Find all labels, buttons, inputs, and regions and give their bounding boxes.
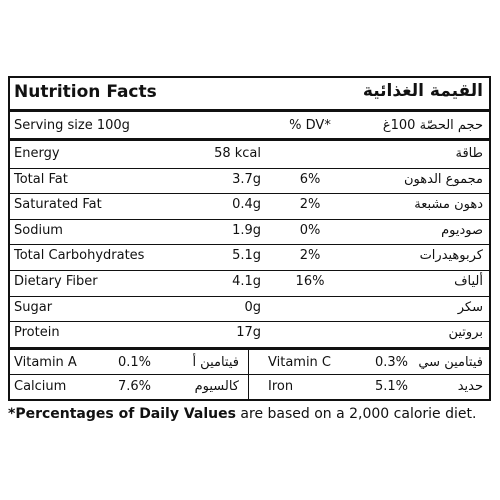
iron-label: Iron bbox=[268, 379, 294, 394]
vitamins-divider bbox=[10, 347, 489, 350]
nutrient-value: 3.7g bbox=[232, 172, 261, 187]
footnote-text: are based on a 2,000 calorie diet. bbox=[235, 406, 477, 422]
iron-value: 5.1% bbox=[375, 379, 409, 394]
nutrient-value: 17g bbox=[236, 325, 261, 340]
vitamin-c-label: Vitamin C bbox=[268, 355, 332, 370]
title-english: Nutrition Facts bbox=[14, 82, 157, 102]
row-divider bbox=[10, 168, 489, 169]
dv-column-header: % DV* bbox=[289, 118, 331, 133]
row-divider bbox=[10, 296, 489, 297]
footnote: *Percentages of Daily Values are based o… bbox=[8, 406, 492, 422]
nutrient-name-arabic: طاقة bbox=[455, 146, 484, 161]
nutrient-name-arabic: سكر bbox=[457, 300, 483, 315]
row-divider bbox=[10, 219, 489, 220]
vitamin-c-arabic: فيتامين سي bbox=[418, 355, 483, 370]
serving-divider bbox=[10, 138, 489, 141]
nutrient-name: Saturated Fat bbox=[14, 197, 102, 212]
nutrient-value: 4.1g bbox=[232, 274, 261, 289]
nutrient-value: 0.4g bbox=[232, 197, 261, 212]
nutrient-dv: 6% bbox=[299, 172, 321, 187]
nutrient-name-arabic: صوديوم bbox=[441, 223, 483, 238]
nutrient-value: 5.1g bbox=[232, 248, 261, 263]
nutrient-dv: 2% bbox=[299, 248, 321, 263]
nutrient-name: Dietary Fiber bbox=[14, 274, 98, 289]
serving-size-arabic: حجم الحصّة 100غ bbox=[382, 118, 483, 133]
nutrient-name-arabic: ألياف bbox=[454, 274, 483, 289]
nutrient-name: Total Carbohydrates bbox=[14, 248, 145, 263]
header-divider bbox=[10, 109, 489, 112]
nutrient-name: Protein bbox=[14, 325, 60, 340]
iron-arabic: حديد bbox=[457, 379, 483, 394]
calcium-arabic: كالسيوم bbox=[194, 379, 239, 394]
vitamin-row-divider bbox=[10, 374, 489, 375]
vitamin-a-label: Vitamin A bbox=[14, 355, 77, 370]
row-divider bbox=[10, 244, 489, 245]
vitamin-a-arabic: فيتامين أ bbox=[192, 355, 239, 370]
title-arabic: القيمة الغذائية bbox=[362, 81, 483, 101]
row-divider bbox=[10, 321, 489, 322]
nutrient-name-arabic: دهون مشبعة bbox=[414, 197, 483, 212]
vitamins-column-divider bbox=[248, 348, 249, 399]
nutrient-dv: 2% bbox=[299, 197, 321, 212]
serving-size-english: Serving size 100g bbox=[14, 118, 130, 133]
vitamin-a-value: 0.1% bbox=[118, 355, 152, 370]
nutrient-name-arabic: كربوهيدرات bbox=[419, 248, 483, 263]
nutrient-dv: 0% bbox=[299, 223, 321, 238]
nutrient-value: 58 kcal bbox=[214, 146, 261, 161]
nutrient-name: Energy bbox=[14, 146, 60, 161]
vitamin-c-value: 0.3% bbox=[375, 355, 409, 370]
nutrient-name: Total Fat bbox=[14, 172, 68, 187]
calcium-label: Calcium bbox=[14, 379, 67, 394]
nutrient-name: Sodium bbox=[14, 223, 63, 238]
nutrient-name-arabic: بروتين bbox=[448, 325, 483, 340]
nutrient-value: 0g bbox=[244, 300, 261, 315]
footnote-bold: *Percentages of Daily Values bbox=[8, 406, 236, 422]
nutrient-name-arabic: مجموع الدهون bbox=[404, 172, 483, 187]
row-divider bbox=[10, 270, 489, 271]
calcium-value: 7.6% bbox=[118, 379, 152, 394]
nutrient-dv: 16% bbox=[295, 274, 325, 289]
row-divider bbox=[10, 193, 489, 194]
nutrient-name: Sugar bbox=[14, 300, 53, 315]
nutrient-value: 1.9g bbox=[232, 223, 261, 238]
nutrition-facts-panel: Nutrition Facts القيمة الغذائية Serving … bbox=[8, 76, 491, 401]
